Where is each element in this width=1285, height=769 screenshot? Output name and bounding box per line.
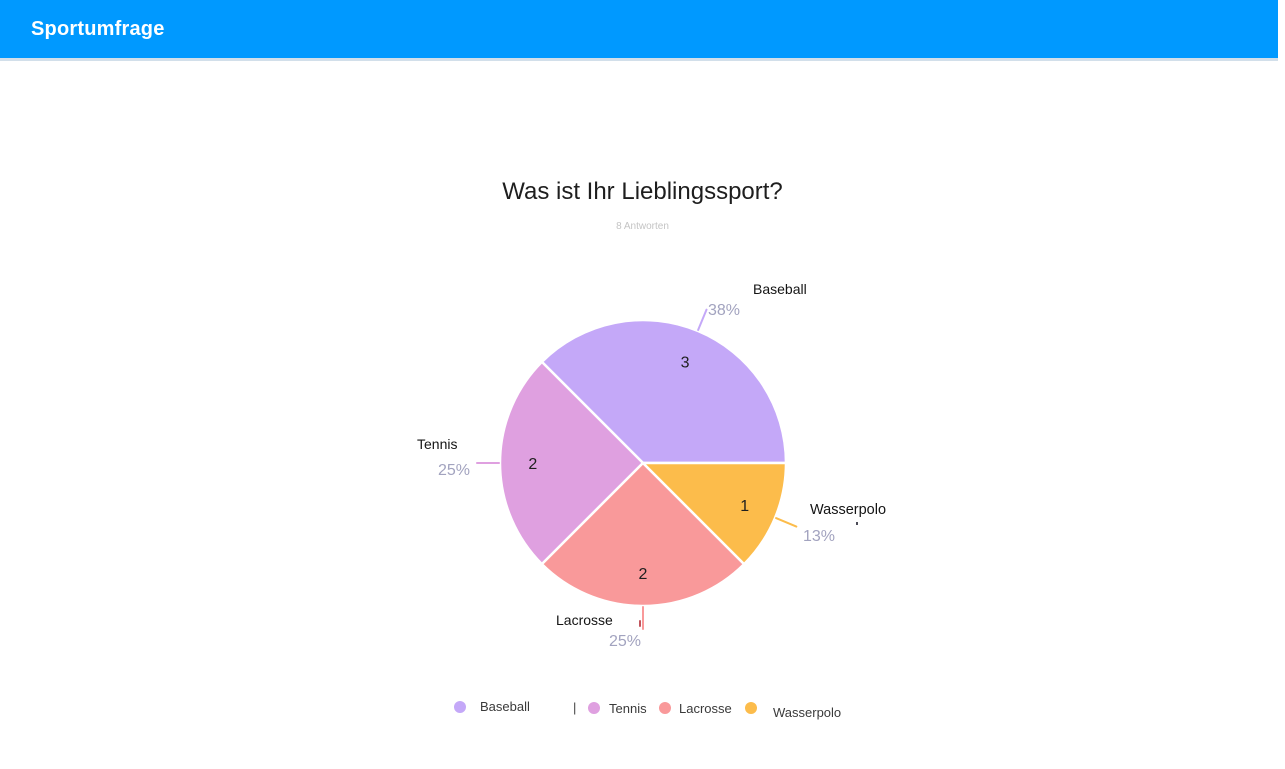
legend-dot-lacrosse xyxy=(659,702,671,714)
app-title: Sportumfrage xyxy=(31,18,165,40)
stray-mark xyxy=(639,620,641,627)
slice-pct-wasserpolo: 13% xyxy=(803,528,836,545)
legend-dot-wasserpolo xyxy=(745,702,757,714)
stray-dot xyxy=(856,522,858,525)
legend-item-baseball[interactable]: Baseball xyxy=(480,699,530,714)
app-header: Sportumfrage xyxy=(0,0,1278,61)
slice-label-baseball: Baseball xyxy=(753,281,807,297)
slice-pct-baseball: 38% xyxy=(708,302,741,319)
pie-chart[interactable]: 3 2 2 1 xyxy=(385,255,905,665)
legend-item-lacrosse[interactable]: Lacrosse xyxy=(679,701,732,716)
slice-label-tennis: Tennis xyxy=(417,436,458,452)
pie-slice-lacrosse[interactable] xyxy=(540,461,746,608)
legend-item-wasserpolo[interactable]: Wasserpolo xyxy=(773,705,842,720)
slice-pct-tennis: 25% xyxy=(438,462,471,479)
slice-label-wasserpolo: Wasserpolo xyxy=(810,502,887,518)
leader-line-baseball xyxy=(697,308,708,331)
chart-subtitle: 8 Antworten xyxy=(616,221,669,232)
legend-dot-tennis xyxy=(588,702,600,714)
slice-value-tennis: 2 xyxy=(528,456,537,473)
legend-dot-baseball xyxy=(454,701,466,713)
pie-slice-tennis[interactable] xyxy=(498,360,645,566)
leader-line-wasserpolo xyxy=(775,517,798,528)
slice-value-baseball: 3 xyxy=(681,354,690,371)
text-cursor: | xyxy=(573,700,577,715)
slice-pct-lacrosse: 25% xyxy=(609,633,642,650)
slice-value-lacrosse: 2 xyxy=(639,566,648,583)
chart-title: Was ist Ihr Lieblingssport? xyxy=(502,178,783,205)
slice-label-lacrosse: Lacrosse xyxy=(556,612,613,628)
legend-item-tennis[interactable]: Tennis xyxy=(609,701,647,716)
slice-value-wasserpolo: 1 xyxy=(740,498,749,515)
